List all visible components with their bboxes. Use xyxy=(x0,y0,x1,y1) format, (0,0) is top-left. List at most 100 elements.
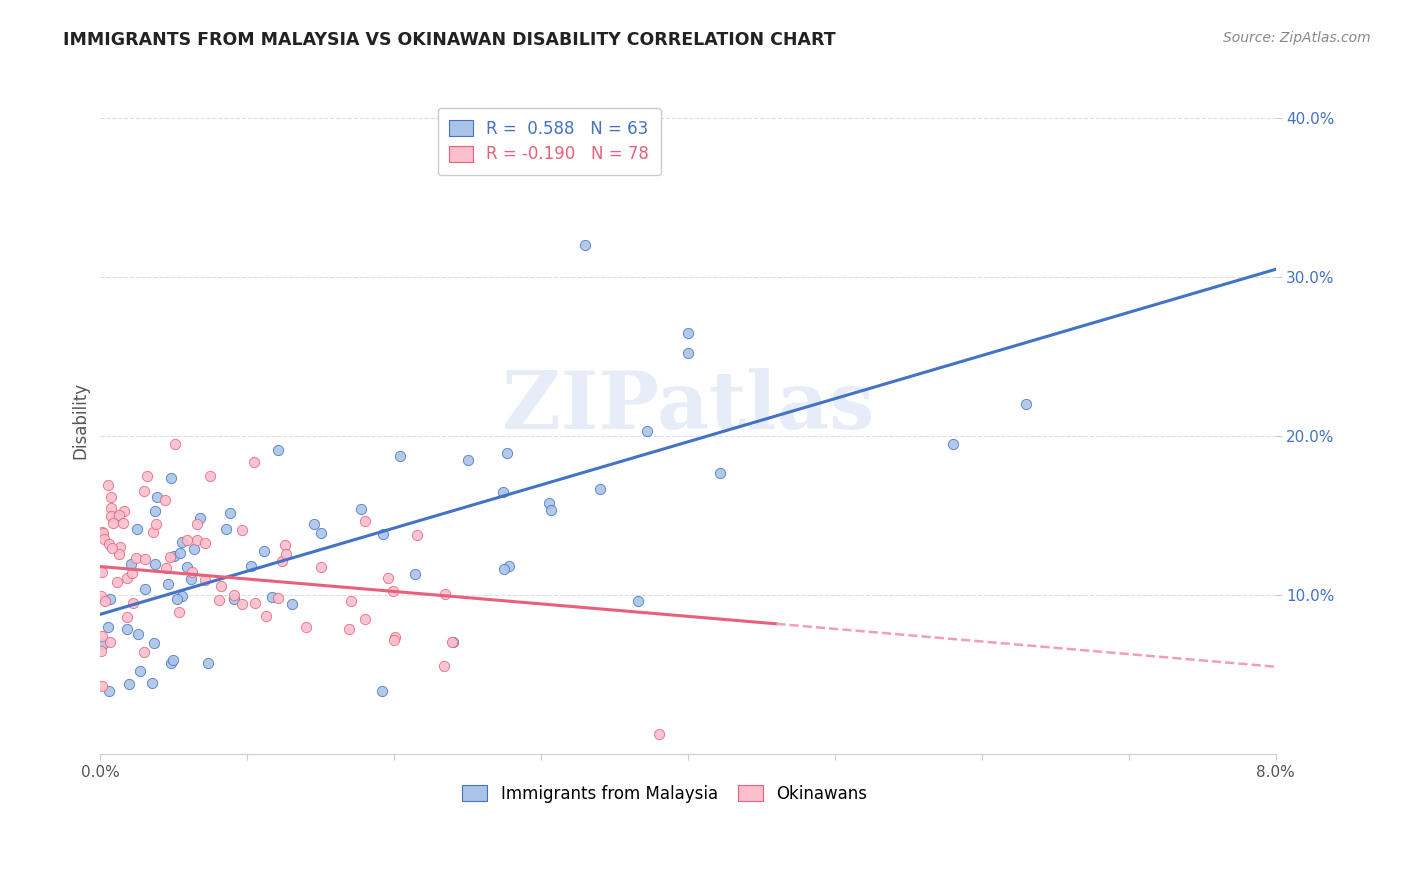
Point xyxy=(311,560,333,574)
Point xyxy=(1015,397,1038,411)
Point xyxy=(157,577,180,591)
Point xyxy=(215,522,238,536)
Point xyxy=(90,644,112,658)
Point xyxy=(176,560,198,574)
Point xyxy=(180,572,202,586)
Point xyxy=(129,664,152,678)
Point xyxy=(91,524,114,539)
Text: ZIPatlas: ZIPatlas xyxy=(502,368,875,446)
Point xyxy=(166,591,188,606)
Point xyxy=(172,534,194,549)
Point xyxy=(183,541,205,556)
Point xyxy=(404,566,426,581)
Point xyxy=(98,635,121,649)
Point xyxy=(492,562,515,576)
Point xyxy=(219,506,242,520)
Point xyxy=(108,548,131,562)
Point xyxy=(340,594,363,608)
Point xyxy=(262,590,284,604)
Point xyxy=(97,536,120,550)
Point xyxy=(389,450,412,464)
Point xyxy=(162,653,184,667)
Point xyxy=(153,492,176,507)
Legend: Immigrants from Malaysia, Okinawans: Immigrants from Malaysia, Okinawans xyxy=(453,774,877,813)
Point xyxy=(574,238,596,252)
Point xyxy=(98,683,121,698)
Point xyxy=(353,612,375,626)
Point xyxy=(198,469,221,483)
Point xyxy=(240,558,263,573)
Point xyxy=(143,504,166,518)
Text: IMMIGRANTS FROM MALAYSIA VS OKINAWAN DISABILITY CORRELATION CHART: IMMIGRANTS FROM MALAYSIA VS OKINAWAN DIS… xyxy=(63,31,837,49)
Point xyxy=(231,597,253,611)
Point xyxy=(98,591,121,606)
Point xyxy=(381,583,404,598)
Point xyxy=(709,466,731,480)
Point xyxy=(105,575,128,590)
Point xyxy=(267,443,290,458)
Point xyxy=(101,516,124,530)
Point xyxy=(134,582,156,596)
Point xyxy=(194,573,217,587)
Point xyxy=(100,490,122,504)
Point xyxy=(406,527,429,541)
Point xyxy=(90,629,112,643)
Point xyxy=(354,514,377,528)
Point xyxy=(167,606,190,620)
Point xyxy=(163,437,186,451)
Point xyxy=(647,726,669,740)
Point xyxy=(243,455,266,469)
Point xyxy=(141,676,163,690)
Point xyxy=(304,516,326,531)
Point xyxy=(90,590,112,604)
Text: Source: ZipAtlas.com: Source: ZipAtlas.com xyxy=(1223,31,1371,45)
Point xyxy=(91,525,114,540)
Point xyxy=(382,632,405,647)
Point xyxy=(93,594,115,608)
Point xyxy=(254,608,277,623)
Point xyxy=(143,557,166,571)
Point xyxy=(188,510,211,524)
Point xyxy=(105,509,128,524)
Point xyxy=(589,482,612,496)
Point xyxy=(457,453,479,467)
Point xyxy=(145,490,167,504)
Point xyxy=(97,478,120,492)
Point xyxy=(100,508,122,523)
Point xyxy=(125,550,148,565)
Point xyxy=(159,549,181,564)
Point xyxy=(155,561,177,575)
Point xyxy=(197,656,219,670)
Point xyxy=(243,597,266,611)
Point xyxy=(281,597,304,611)
Point xyxy=(186,516,208,531)
Point xyxy=(176,533,198,547)
Point xyxy=(108,508,131,522)
Point xyxy=(231,523,253,537)
Point xyxy=(211,579,233,593)
Point xyxy=(91,565,114,579)
Point xyxy=(112,503,135,517)
Point xyxy=(91,637,114,651)
Point xyxy=(186,533,208,547)
Point xyxy=(377,571,399,585)
Point xyxy=(120,558,142,572)
Point xyxy=(132,645,155,659)
Point xyxy=(134,552,156,566)
Point xyxy=(676,326,699,340)
Point xyxy=(142,525,165,540)
Point xyxy=(441,635,464,649)
Point xyxy=(440,635,463,649)
Point xyxy=(492,485,515,500)
Point xyxy=(117,677,139,691)
Point xyxy=(160,470,183,484)
Point xyxy=(337,623,360,637)
Point xyxy=(540,503,562,517)
Point xyxy=(121,566,143,580)
Point xyxy=(132,483,155,498)
Point xyxy=(170,590,193,604)
Point xyxy=(537,496,560,510)
Point xyxy=(942,437,965,451)
Point xyxy=(145,517,167,532)
Point xyxy=(142,636,165,650)
